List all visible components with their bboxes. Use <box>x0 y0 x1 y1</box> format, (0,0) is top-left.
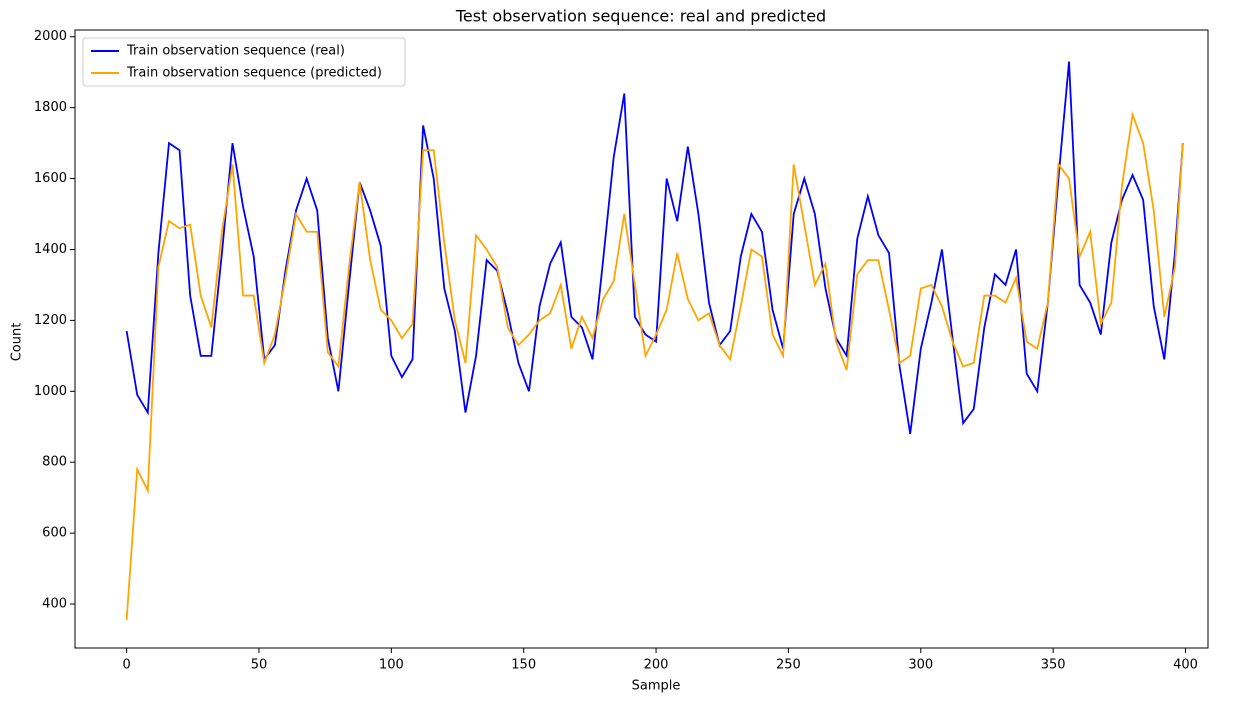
x-tick-label: 0 <box>122 658 130 673</box>
plot-frame <box>74 29 1209 649</box>
x-tick-label: 100 <box>379 658 404 673</box>
series-line <box>125 61 1184 434</box>
y-axis-label: Count <box>10 323 25 362</box>
x-tick-label: 200 <box>644 658 669 673</box>
x-tick-label: 350 <box>1041 658 1066 673</box>
chart-title: Test observation sequence: real and pred… <box>455 7 826 26</box>
y-tick-label: 1000 <box>34 384 67 399</box>
y-tick-label: 600 <box>42 526 67 541</box>
x-axis-label: Sample <box>632 679 681 694</box>
y-tick-label: 1600 <box>34 171 67 186</box>
y-tick-label: 1800 <box>34 100 67 115</box>
x-tick-label: 300 <box>908 658 933 673</box>
y-tick-label: 1200 <box>34 313 67 328</box>
x-tick-label: 50 <box>251 658 268 673</box>
y-tick-label: 400 <box>42 597 67 612</box>
x-tick-label: 250 <box>776 658 801 673</box>
legend-box <box>82 37 406 87</box>
y-tick-label: 800 <box>42 455 67 470</box>
y-tick-label: 2000 <box>34 29 67 44</box>
legend-label: Train observation sequence (predicted) <box>126 66 382 81</box>
x-tick-label: 150 <box>511 658 536 673</box>
x-tick-label: 400 <box>1173 658 1198 673</box>
series-line <box>125 111 1184 621</box>
legend-label: Train observation sequence (real) <box>126 44 345 59</box>
y-tick-label: 1400 <box>34 242 67 257</box>
